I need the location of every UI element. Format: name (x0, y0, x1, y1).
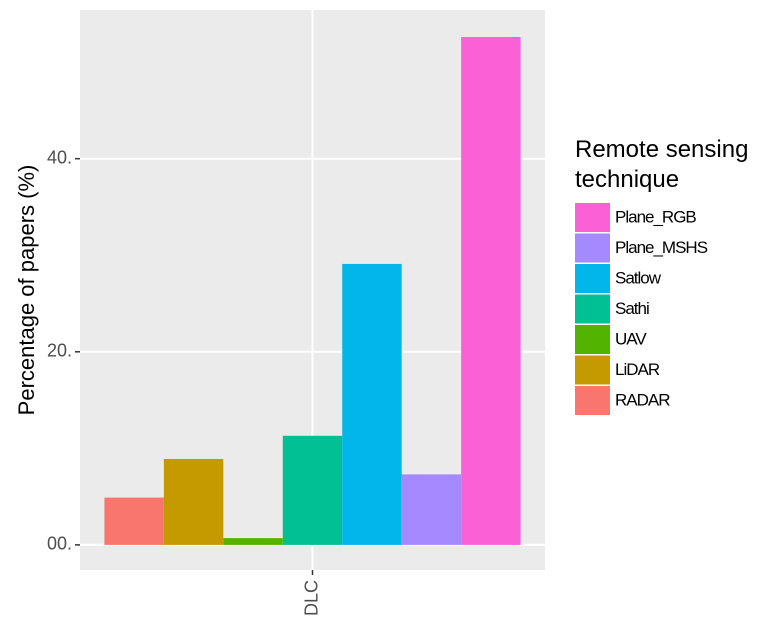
legend-label: Plane_MSHS (615, 238, 708, 257)
legend-title: Remote sensing technique (575, 136, 749, 193)
legend-key (575, 203, 610, 232)
y-tick-label: 40. (47, 147, 72, 167)
legend-key (575, 386, 610, 415)
legend-label: RADAR (615, 390, 670, 409)
legend-key (575, 294, 610, 324)
y-tick-label: 00. (47, 534, 72, 554)
bar (223, 538, 283, 545)
bar (104, 497, 164, 545)
legend-key (575, 264, 610, 293)
legend-key (575, 325, 610, 354)
legend-label: Sathi (615, 299, 649, 318)
y-axis-label: Percentage of papers (%) (14, 165, 39, 416)
y-tick-label: 20. (47, 341, 72, 361)
bar (282, 435, 343, 545)
legend-label: LiDAR (615, 360, 660, 379)
legend-label: Satlow (615, 268, 662, 287)
bar (342, 263, 402, 545)
legend-label: UAV (615, 329, 647, 348)
bar (461, 37, 521, 545)
legend-label: Plane_RGB (615, 207, 696, 226)
legend-key (575, 355, 610, 385)
legend-key (575, 233, 610, 263)
x-tick-label: DLC (301, 580, 321, 616)
bar (401, 474, 462, 545)
bar (163, 458, 224, 545)
